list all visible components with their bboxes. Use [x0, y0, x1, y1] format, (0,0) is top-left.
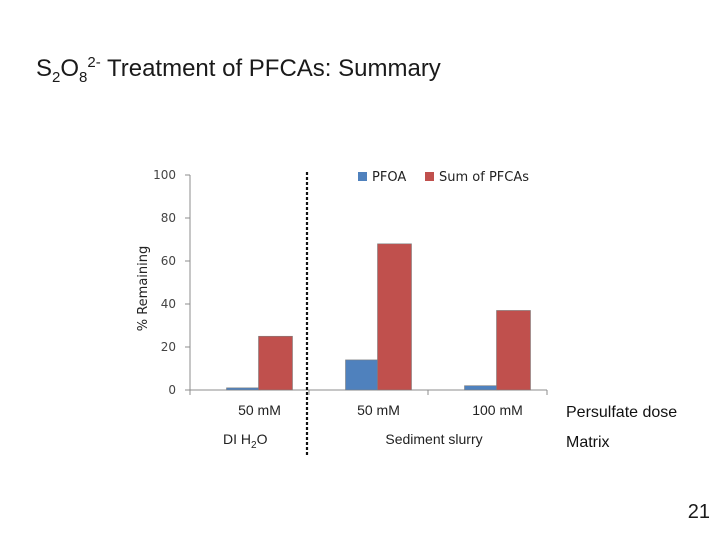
legend-swatch: [425, 172, 434, 181]
matrix-label-sediment: Sediment slurry: [385, 431, 482, 447]
category-label: 50 mM: [357, 402, 400, 418]
bar-sum-of-pfcas: [258, 335, 293, 391]
title-rest: Treatment of PFCAs: Summary: [100, 55, 441, 82]
slide-number: 21: [687, 501, 710, 523]
legend-swatch: [358, 172, 367, 181]
bar-pfoa: [464, 385, 499, 391]
y-axis-label: % Remaining: [136, 246, 151, 332]
bar-pfoa: [345, 359, 380, 391]
dose-row-label: Persulfate dose: [566, 404, 677, 421]
y-tick-label: 100: [153, 168, 176, 182]
title-sup-charge: 2-: [87, 54, 101, 71]
title-sub-8: 8: [79, 68, 88, 86]
title-sub-2: 2: [52, 68, 61, 86]
title-o: O: [60, 55, 80, 82]
y-tick-label: 80: [161, 211, 176, 225]
legend-label: PFOA: [372, 170, 406, 185]
title-s: S: [36, 55, 53, 82]
bar-sum-of-pfcas: [377, 243, 412, 391]
legend-label: Sum of PFCAs: [439, 170, 529, 185]
y-tick-label: 60: [161, 254, 176, 268]
y-tick-label: 40: [161, 297, 176, 311]
matrix-row-label: Matrix: [566, 434, 610, 451]
slide-title: S2O82- Treatment of PFCAs: Summary: [36, 54, 441, 86]
bar-pfoa: [226, 387, 261, 391]
matrix-label-di-water: DI H2O: [223, 431, 268, 451]
category-label: 100 mM: [472, 402, 523, 418]
y-tick-label: 20: [161, 340, 176, 354]
category-label: 50 mM: [238, 402, 281, 418]
y-tick-label: 0: [168, 383, 176, 397]
bar-sum-of-pfcas: [496, 310, 531, 391]
